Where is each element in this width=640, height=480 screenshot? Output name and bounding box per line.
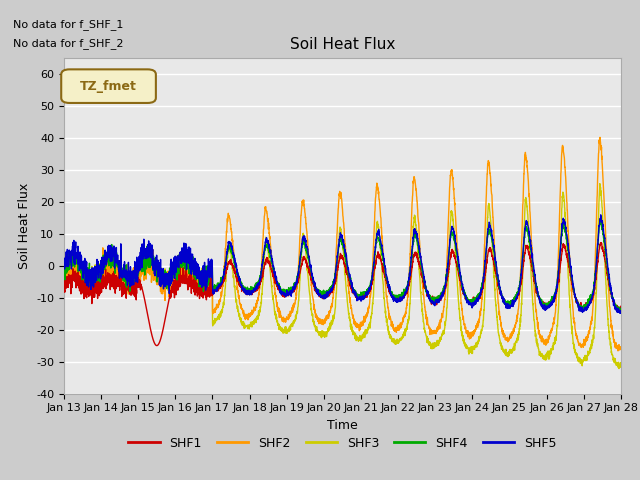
Title: Soil Heat Flux: Soil Heat Flux [290, 37, 395, 52]
Legend: SHF1, SHF2, SHF3, SHF4, SHF5: SHF1, SHF2, SHF3, SHF4, SHF5 [124, 432, 561, 455]
X-axis label: Time: Time [327, 419, 358, 432]
Text: TZ_fmet: TZ_fmet [80, 80, 137, 93]
FancyBboxPatch shape [61, 70, 156, 103]
Text: No data for f_SHF_2: No data for f_SHF_2 [13, 38, 124, 49]
Y-axis label: Soil Heat Flux: Soil Heat Flux [17, 182, 31, 269]
Text: No data for f_SHF_1: No data for f_SHF_1 [13, 19, 123, 30]
